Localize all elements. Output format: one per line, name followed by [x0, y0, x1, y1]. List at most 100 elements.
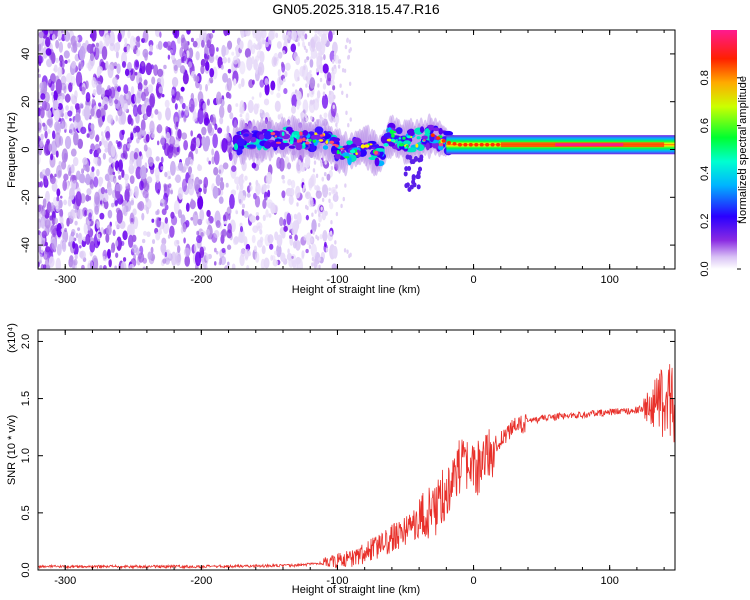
noise-speckle [348, 39, 352, 44]
noise-speckle [69, 123, 75, 135]
band-tail [416, 184, 421, 190]
noise-speckle [239, 61, 246, 75]
noise-speckle [58, 41, 64, 53]
noise-speckle [137, 42, 141, 48]
noise-speckle [129, 150, 136, 163]
noise-speckle [303, 234, 307, 241]
noise-speckle [323, 54, 326, 61]
noise-speckle [77, 138, 83, 149]
noise-speckle [272, 204, 279, 214]
noise-speckle [107, 209, 113, 219]
noise-speckle [110, 144, 116, 158]
noise-speckle [114, 99, 119, 105]
noise-speckle [296, 202, 299, 207]
noise-speckle [176, 36, 181, 44]
noise-speckle [182, 50, 188, 62]
band-blob [371, 144, 376, 148]
band-hotspot [302, 137, 306, 142]
noise-speckle [46, 58, 53, 68]
noise-speckle [122, 230, 128, 241]
noise-speckle [40, 248, 44, 254]
noise-speckle [244, 48, 251, 59]
noise-speckle [302, 31, 305, 37]
noise-speckle [270, 254, 274, 262]
noise-speckle [163, 64, 167, 70]
x-tick-label: -100 [326, 575, 348, 587]
noise-speckle [229, 194, 235, 210]
noise-speckle [102, 152, 106, 160]
noise-speckle [45, 48, 52, 56]
noise-speckle [251, 96, 255, 100]
noise-speckle [333, 54, 337, 61]
noise-speckle [116, 236, 122, 251]
snr-series-line [38, 364, 675, 570]
noise-speckle [248, 182, 252, 186]
noise-speckle [264, 82, 270, 96]
noise-speckle [51, 238, 58, 250]
noise-speckle [285, 62, 291, 71]
noise-speckle [75, 36, 79, 42]
noise-speckle [116, 63, 121, 75]
noise-speckle [89, 170, 95, 180]
noise-speckle [231, 263, 236, 269]
noise-speckle [83, 222, 89, 235]
noise-speckle [333, 118, 336, 123]
noise-speckle [320, 56, 323, 61]
noise-speckle [266, 184, 270, 189]
band-tail [413, 156, 418, 162]
noise-speckle [112, 171, 116, 176]
noise-speckle [221, 247, 226, 253]
noise-speckle [71, 179, 79, 191]
band-hotspot [398, 143, 405, 147]
noise-speckle [264, 77, 269, 86]
noise-speckle [115, 50, 119, 59]
noise-speckle [330, 165, 334, 171]
band-hotspot [391, 133, 395, 138]
noise-speckle [118, 115, 124, 125]
noise-speckle [57, 30, 62, 40]
noise-speckle [190, 173, 194, 180]
noise-speckle [321, 197, 325, 203]
noise-speckle [115, 183, 122, 192]
noise-speckle [48, 143, 53, 152]
noise-speckle [316, 30, 321, 35]
noise-speckle [96, 169, 100, 177]
noise-speckle [245, 30, 251, 37]
noise-speckle [342, 196, 345, 202]
noise-speckle [162, 258, 167, 264]
noise-speckle [347, 123, 350, 128]
noise-speckle [311, 100, 314, 105]
band-node [485, 142, 490, 147]
noise-speckle [146, 176, 153, 184]
noise-speckle [39, 83, 44, 91]
noise-speckle [222, 214, 227, 222]
band-node [490, 142, 495, 147]
noise-speckle [103, 140, 109, 149]
noise-speckle [188, 98, 195, 113]
noise-speckle [155, 210, 159, 216]
noise-speckle [306, 192, 309, 197]
noise-speckle [61, 30, 64, 34]
band-node [457, 142, 462, 147]
noise-speckle [188, 181, 195, 196]
noise-speckle [290, 43, 297, 53]
noise-speckle [267, 34, 273, 45]
noise-speckle [255, 182, 261, 195]
noise-speckle [339, 83, 342, 88]
noise-speckle [312, 230, 315, 235]
noise-speckle [238, 199, 242, 204]
noise-speckle [74, 254, 78, 260]
noise-speckle [94, 205, 99, 215]
noise-speckle [164, 99, 170, 108]
noise-speckle [169, 225, 175, 238]
noise-speckle [53, 64, 58, 73]
noise-speckle [197, 195, 204, 210]
noise-speckle [60, 160, 67, 170]
noise-speckle [190, 130, 193, 137]
noise-speckle [149, 93, 156, 108]
noise-speckle [325, 247, 329, 253]
noise-speckle [117, 86, 121, 92]
noise-speckle [219, 257, 223, 265]
noise-speckle [65, 93, 71, 103]
